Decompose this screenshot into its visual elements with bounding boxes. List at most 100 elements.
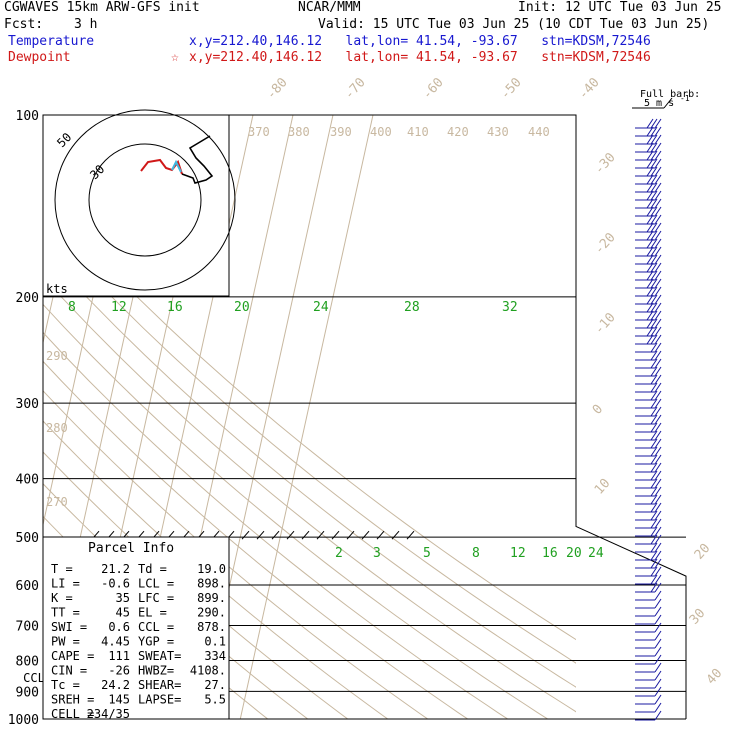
hodograph-ring-30 <box>88 143 202 257</box>
isotherm-line <box>0 115 13 719</box>
parcel-param-value: 899. <box>197 591 226 605</box>
wind-barb-feather <box>650 150 658 161</box>
wind-barb-feather <box>654 550 662 561</box>
wind-barb-feather <box>654 606 662 617</box>
isotherm-tick-label: -30 <box>592 150 619 177</box>
wind-barb-feather <box>654 422 662 433</box>
wind-barb-feather <box>654 646 662 657</box>
wind-barb-feather <box>650 254 658 265</box>
wind-barb-feather <box>654 390 662 401</box>
wind-barb-feather <box>654 150 662 161</box>
wind-barb-feather <box>654 134 662 145</box>
wind-barb-feather <box>654 686 662 697</box>
mixing-ratio-label: 16 <box>167 300 183 315</box>
wind-barb-feather <box>654 654 662 665</box>
wind-barb-feather <box>650 190 658 201</box>
parcel-param-value: 290. <box>197 606 226 620</box>
parcel-info-box <box>42 536 230 720</box>
parcel-param-label: YGP = <box>138 635 174 649</box>
hatch-mark <box>331 530 340 540</box>
parcel-param-label: HWBZ= <box>138 664 174 678</box>
isotherm-tick-label: -20 <box>592 230 619 257</box>
parcel-param-label: LCL = <box>138 577 174 591</box>
wind-barb-feather <box>654 630 662 641</box>
parcel-param-value: 19.0 <box>197 562 226 576</box>
parcel-param-value: 334 <box>204 649 226 663</box>
theta-label: 370 <box>248 125 270 139</box>
wind-barb-feather <box>654 342 662 353</box>
isotherm-tick-label: -10 <box>592 310 619 337</box>
dry-adiabat-line <box>43 360 468 719</box>
wind-barb-feather <box>654 326 662 337</box>
hodograph-unit-label: kts <box>46 282 68 296</box>
wind-barb-feather <box>650 582 658 593</box>
wind-barb-feather <box>650 238 658 249</box>
mixing-ratio-label: 20 <box>566 546 582 561</box>
wind-barb-feather <box>650 158 658 169</box>
wind-barb-feather <box>654 710 662 721</box>
pressure-tick-label: 400 <box>16 473 39 488</box>
parcel-param-value: 24.2 <box>101 678 130 692</box>
wind-barb-feather <box>650 390 658 401</box>
dewpoint-location: x,y=212.40,146.12 lat,lon= 41.54, -93.67… <box>189 50 651 65</box>
wind-barb-feather <box>650 326 658 337</box>
wind-barb-feather <box>650 270 658 281</box>
wind-barb-feather <box>646 190 654 201</box>
wind-barb-feather <box>654 374 662 385</box>
wind-barb-feather <box>654 518 662 529</box>
hatch-mark <box>346 530 355 540</box>
wind-barb-feather <box>650 430 658 441</box>
theta-label: 440 <box>528 125 550 139</box>
hatch-mark <box>301 530 310 540</box>
wind-barb-feather <box>654 310 662 321</box>
hatch-mark <box>376 530 385 540</box>
marker-label-ccl: CCL <box>23 671 45 685</box>
wind-barb-feather <box>650 294 658 305</box>
pressure-tick-label: 1000 <box>8 713 39 728</box>
wind-barb-feather <box>654 262 662 273</box>
wind-barb-feather <box>650 462 658 473</box>
wind-barb-feather <box>646 166 654 177</box>
wind-barb-feather <box>654 302 662 313</box>
wind-barb-feather <box>654 702 662 713</box>
hatch-mark <box>391 530 400 540</box>
wind-barb-feather <box>650 398 658 409</box>
mixing-ratio-label: 8 <box>472 546 480 561</box>
wind-barb-feather <box>650 446 658 457</box>
mixing-ratio-label: 24 <box>313 300 329 315</box>
parcel-param-label: LFC = <box>138 591 174 605</box>
isotherm-tick-label: -70 <box>342 75 369 102</box>
wind-barb-feather <box>654 366 662 377</box>
hatch-mark <box>271 530 280 540</box>
wind-barb-feather <box>654 118 662 129</box>
hodograph-trace-mid <box>171 159 182 173</box>
wind-barb-feather <box>654 678 662 689</box>
wind-barb-feather <box>646 302 654 313</box>
dewpoint-star-icon: ☆ <box>171 50 179 65</box>
wind-barb-feather <box>650 310 658 321</box>
wind-barb-feather <box>646 238 654 249</box>
pressure-tick-label: 200 <box>16 291 39 306</box>
wind-barb-feather <box>650 126 658 137</box>
parcel-param-value: 0.1 <box>204 635 226 649</box>
wind-barb-feather <box>654 270 662 281</box>
forecast-hour: 3 h <box>74 17 98 32</box>
theta-label: 420 <box>447 125 469 139</box>
init-time: Init: 12 UTC Tue 03 Jun 25 <box>518 0 722 15</box>
wind-barb-feather <box>650 262 658 273</box>
dry-adiabat-line <box>43 276 576 713</box>
parcel-param-label: Tc = <box>51 678 80 692</box>
wind-barb-feather <box>654 206 662 217</box>
wind-barb-feather <box>650 542 658 553</box>
dry-adiabat-line <box>43 249 576 688</box>
parcel-param-value: -0.6 <box>101 577 130 591</box>
wind-barb-feather <box>654 670 662 681</box>
wind-barb-feather <box>654 694 662 705</box>
barb-key-units: 5 m s <box>644 98 674 109</box>
parcel-param-label: SWEAT= <box>138 649 181 663</box>
parcel-param-label: T = <box>51 562 73 576</box>
wind-barb-feather <box>654 486 662 497</box>
mixing-ratio-label: 5 <box>423 546 431 561</box>
parcel-param-label: K = <box>51 591 73 605</box>
hatch-mark <box>406 530 415 540</box>
